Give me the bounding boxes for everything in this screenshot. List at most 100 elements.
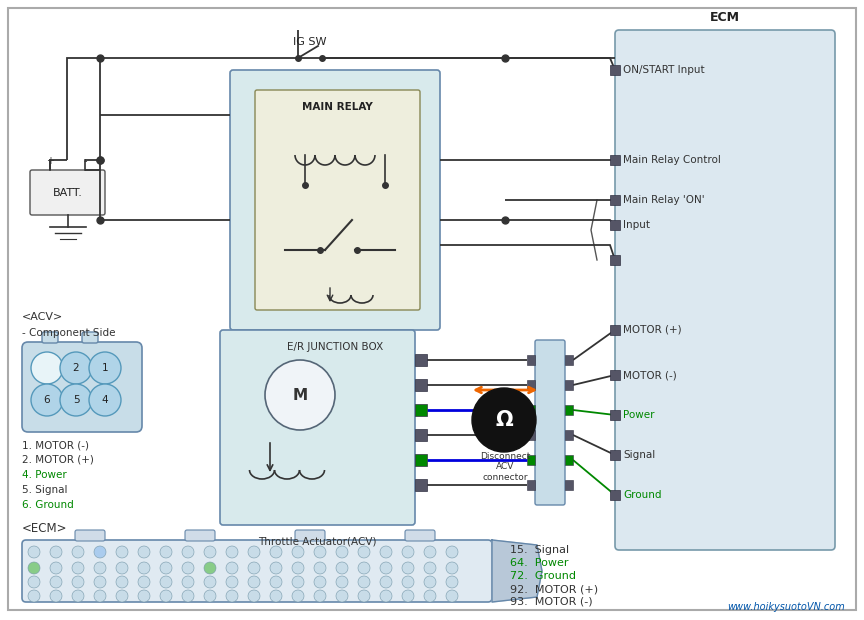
Bar <box>415 429 427 441</box>
Bar <box>527 430 535 440</box>
Circle shape <box>402 562 414 574</box>
Circle shape <box>248 546 260 558</box>
Text: 4. Power: 4. Power <box>22 470 67 480</box>
Text: 1. MOTOR (-): 1. MOTOR (-) <box>22 440 89 450</box>
Bar <box>415 354 427 366</box>
Circle shape <box>116 590 128 602</box>
Circle shape <box>182 546 194 558</box>
FancyBboxPatch shape <box>405 530 435 541</box>
Text: Ground: Ground <box>623 490 662 500</box>
Circle shape <box>94 562 106 574</box>
Circle shape <box>89 384 121 416</box>
Bar <box>565 455 573 465</box>
Circle shape <box>248 576 260 588</box>
Circle shape <box>336 576 348 588</box>
Circle shape <box>314 576 326 588</box>
Circle shape <box>72 576 84 588</box>
Circle shape <box>28 576 40 588</box>
Text: E/R JUNCTION BOX: E/R JUNCTION BOX <box>287 342 383 352</box>
FancyBboxPatch shape <box>22 540 492 602</box>
Circle shape <box>424 546 436 558</box>
FancyBboxPatch shape <box>8 8 856 610</box>
Circle shape <box>94 576 106 588</box>
Bar <box>565 380 573 390</box>
Circle shape <box>402 546 414 558</box>
Circle shape <box>472 388 536 452</box>
Bar <box>610 370 620 380</box>
Text: MOTOR (-): MOTOR (-) <box>623 370 677 380</box>
Text: MAIN RELAY: MAIN RELAY <box>302 102 373 112</box>
Circle shape <box>380 546 392 558</box>
Bar <box>610 195 620 205</box>
Bar <box>415 379 427 391</box>
Circle shape <box>446 576 458 588</box>
Circle shape <box>446 546 458 558</box>
Text: Input: Input <box>623 220 650 230</box>
Circle shape <box>292 546 304 558</box>
Bar <box>527 355 535 365</box>
FancyBboxPatch shape <box>615 30 835 550</box>
Circle shape <box>270 590 282 602</box>
Circle shape <box>336 562 348 574</box>
Circle shape <box>402 576 414 588</box>
Circle shape <box>226 576 238 588</box>
Circle shape <box>336 590 348 602</box>
Bar <box>565 430 573 440</box>
Text: Main Relay Control: Main Relay Control <box>623 155 721 165</box>
Circle shape <box>270 562 282 574</box>
Text: 5. Signal: 5. Signal <box>22 485 67 495</box>
Circle shape <box>94 546 106 558</box>
Text: 72.  Ground: 72. Ground <box>510 571 576 581</box>
Circle shape <box>424 590 436 602</box>
Text: -: - <box>83 156 86 166</box>
Circle shape <box>116 562 128 574</box>
Text: 92.  MOTOR (+): 92. MOTOR (+) <box>510 584 598 594</box>
Circle shape <box>336 546 348 558</box>
Circle shape <box>402 590 414 602</box>
Circle shape <box>446 590 458 602</box>
Circle shape <box>424 576 436 588</box>
FancyBboxPatch shape <box>255 90 420 310</box>
Circle shape <box>226 562 238 574</box>
FancyBboxPatch shape <box>185 530 215 541</box>
Bar <box>415 479 427 491</box>
Circle shape <box>50 576 62 588</box>
FancyBboxPatch shape <box>82 332 98 343</box>
Text: <ACV>: <ACV> <box>22 312 63 322</box>
Bar <box>610 450 620 460</box>
Circle shape <box>50 590 62 602</box>
Text: 5: 5 <box>73 395 79 405</box>
Circle shape <box>138 546 150 558</box>
Circle shape <box>28 562 40 574</box>
Circle shape <box>380 590 392 602</box>
Circle shape <box>248 590 260 602</box>
Circle shape <box>160 562 172 574</box>
Circle shape <box>89 352 121 384</box>
Text: BATT.: BATT. <box>53 187 82 198</box>
Circle shape <box>182 576 194 588</box>
Circle shape <box>314 562 326 574</box>
Circle shape <box>60 352 92 384</box>
Bar <box>610 410 620 420</box>
Circle shape <box>182 590 194 602</box>
Circle shape <box>72 546 84 558</box>
Circle shape <box>72 562 84 574</box>
Circle shape <box>358 546 370 558</box>
Text: Main Relay 'ON': Main Relay 'ON' <box>623 195 705 205</box>
Circle shape <box>160 546 172 558</box>
Bar <box>527 380 535 390</box>
Text: - Component Side: - Component Side <box>22 328 116 338</box>
Text: Throttle Actuator(ACV): Throttle Actuator(ACV) <box>258 537 377 547</box>
Bar <box>610 220 620 230</box>
Text: ON/START Input: ON/START Input <box>623 65 705 75</box>
Circle shape <box>270 546 282 558</box>
Circle shape <box>314 546 326 558</box>
Circle shape <box>28 546 40 558</box>
Circle shape <box>270 576 282 588</box>
Circle shape <box>292 590 304 602</box>
Circle shape <box>50 562 62 574</box>
Circle shape <box>160 590 172 602</box>
Text: 2. MOTOR (+): 2. MOTOR (+) <box>22 455 94 465</box>
Bar <box>610 65 620 75</box>
Circle shape <box>226 546 238 558</box>
